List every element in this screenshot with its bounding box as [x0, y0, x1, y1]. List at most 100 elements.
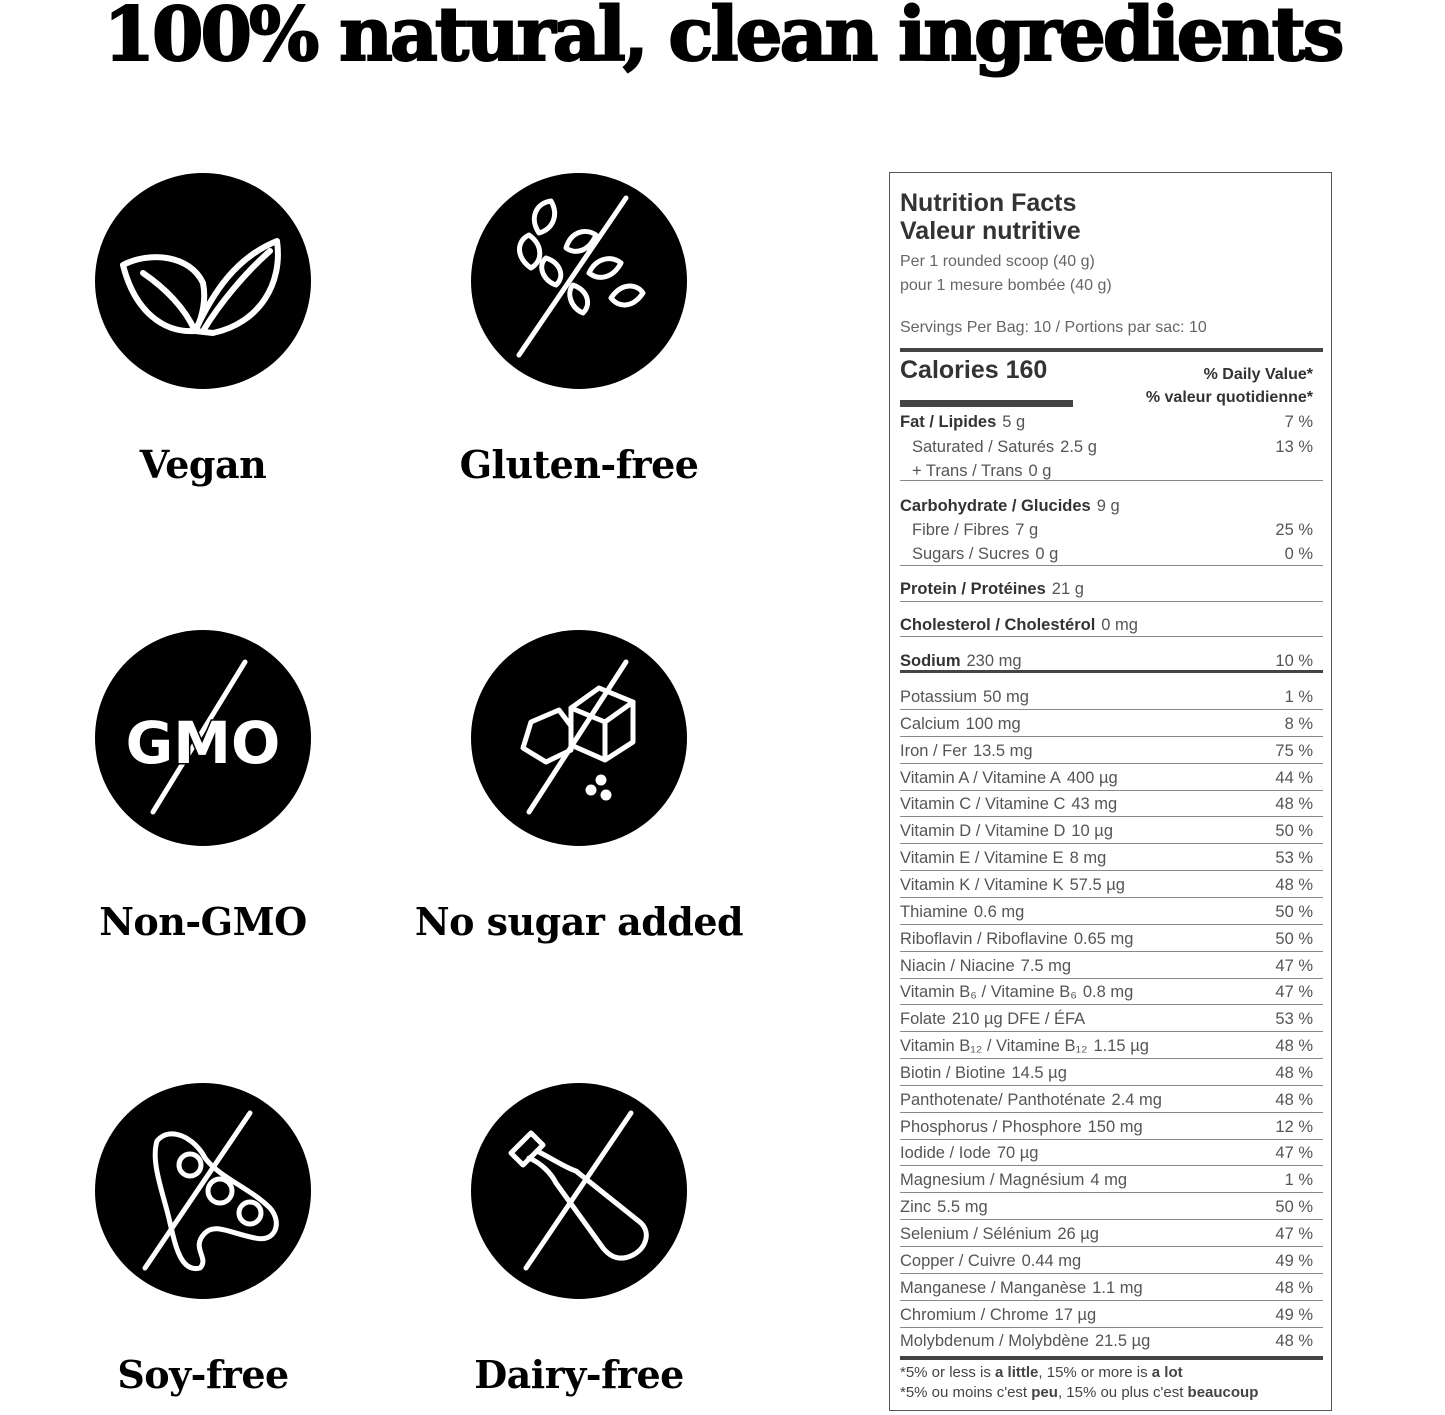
daily-value-percent: 50 % [1275, 929, 1313, 948]
footnote-part: , 15% or more is [1038, 1364, 1152, 1381]
divider [900, 1192, 1323, 1194]
nutrient-amount: 1.15 µg [1093, 1037, 1149, 1056]
nutrient-amount: 0.44 mg [1021, 1251, 1082, 1270]
nutrient-amount: 10 µg [1071, 822, 1113, 841]
daily-value-percent: 47 % [1275, 983, 1313, 1002]
nutrient-amount: 0 g [1028, 462, 1052, 480]
nutrient-amount: 5.5 mg [937, 1198, 988, 1217]
nutrient-name: Vitamin C / Vitamine C [900, 795, 1066, 814]
nutrient-amount: 1.1 mg [1092, 1278, 1143, 1297]
micro-row: Vitamin K / Vitamine K 57.5 µg 48 % [900, 875, 1313, 895]
daily-value-percent: 50 % [1275, 902, 1313, 921]
divider [900, 762, 1323, 764]
micro-row: Vitamin B₆ / Vitamine B₆ 0.8 mg 47 % [900, 982, 1313, 1002]
micro-row: Niacin / Niacine 7.5 mg 47 % [900, 956, 1313, 976]
nutrient-name: Vitamin D / Vitamine D [900, 822, 1066, 841]
divider [900, 1246, 1323, 1247]
micro-row: Molybdenum / Molybdène 21.5 µg 48 % [900, 1331, 1313, 1351]
nutrient-amount: 4 mg [1090, 1171, 1128, 1190]
nutrient-name: Folate [900, 1010, 946, 1029]
nutrient-name: Phosphorus / Phosphore [900, 1117, 1082, 1136]
footnote-part: a little [995, 1364, 1039, 1381]
nutrient-name: Sugars / Sucres [912, 545, 1030, 563]
daily-value-header-en: % Daily Value* [1203, 366, 1313, 383]
servings-per-bag: Servings Per Bag: 10 / Portions par sac:… [900, 319, 1207, 336]
macro-row: Fibre / Fibres 7 g 25 % [900, 520, 1313, 540]
nutrient-amount: 8 mg [1069, 849, 1107, 868]
nutrient-name: Molybdenum / Molybdène [900, 1332, 1089, 1351]
gmo-crossed-icon: GMO [95, 630, 311, 846]
nutrient-amount: 0.6 mg [973, 902, 1025, 921]
divider [900, 565, 1323, 566]
micro-row: Iodide / Iode 70 µg 47 % [900, 1143, 1313, 1163]
daily-value-percent: 25 % [1275, 521, 1313, 539]
nutrient-name: Manganese / Manganèse [900, 1278, 1087, 1297]
calories-bar [900, 400, 1073, 407]
divider [900, 709, 1323, 710]
macro-row: Sugars / Sucres 0 g 0 % [900, 544, 1313, 564]
daily-value-percent: 1 % [1284, 1171, 1313, 1190]
footnote-part: *5% ou moins c'est [900, 1384, 1032, 1401]
badge-label-non-gmo: Non-GMO [99, 899, 307, 944]
nutrient-amount: 0.65 mg [1073, 929, 1134, 948]
macro-row: Saturated / Saturés 2.5 g 13 % [900, 437, 1313, 457]
daily-value-percent: 13 % [1275, 438, 1313, 456]
macro-row: Protein / Protéines 21 g [900, 579, 1313, 599]
divider [900, 816, 1323, 818]
nutrient-name: Chromium / Chrome [900, 1305, 1049, 1324]
micro-row: Vitamin D / Vitamine D 10 µg 50 % [900, 821, 1313, 841]
nutrient-name: Thiamine [900, 902, 968, 921]
micro-row: Phosphorus / Phosphore 150 mg 12 % [900, 1117, 1313, 1137]
nutrient-name: Saturated / Saturés [912, 438, 1055, 456]
serving-size-en: Per 1 rounded scoop (40 g) [900, 253, 1095, 270]
divider [900, 480, 1323, 481]
macro-row: Sodium 230 mg 10 % [900, 651, 1313, 671]
nutrient-amount: 57.5 µg [1069, 875, 1125, 894]
soybean-crossed-icon [95, 1083, 311, 1299]
nutrient-amount: 0.8 mg [1082, 983, 1134, 1002]
divider [900, 923, 1323, 925]
badge-label-dairy-free: Dairy-free [474, 1352, 684, 1397]
gmo-icon-text: GMO [126, 709, 281, 777]
nutrient-amount: 14.5 µg [1011, 1063, 1067, 1082]
nutrient-amount: 210 µg DFE / ÉFA [951, 1010, 1086, 1029]
nutrient-amount: 50 mg [983, 688, 1029, 706]
nutrient-name: Panthotenate/ Panthoténate [900, 1090, 1106, 1109]
daily-value-percent: 12 % [1275, 1117, 1313, 1136]
badge-label-vegan: Vegan [139, 442, 267, 487]
daily-value-percent: 44 % [1275, 768, 1313, 787]
daily-value-percent: 49 % [1275, 1251, 1313, 1270]
micro-row: Zinc 5.5 mg 50 % [900, 1197, 1313, 1217]
badge-label-gluten-free: Gluten-free [459, 442, 699, 487]
micro-row: Vitamin C / Vitamine C 43 mg 48 % [900, 794, 1313, 814]
daily-value-percent: 8 % [1284, 714, 1313, 733]
daily-value-header-fr: % valeur quotidienne* [1145, 389, 1313, 406]
divider [900, 1299, 1323, 1301]
nutrient-name: Iron / Fer [900, 741, 967, 760]
footnote-part: a lot [1151, 1364, 1183, 1381]
nutrient-amount: 0 mg [1101, 616, 1138, 634]
nutrition-facts-panel: Nutrition Facts Valeur nutritive Per 1 r… [889, 172, 1332, 1411]
daily-value-percent: 48 % [1275, 1090, 1313, 1109]
nutrient-amount: 43 mg [1071, 795, 1118, 814]
divider [900, 1165, 1323, 1167]
divider [900, 1138, 1323, 1140]
leaf-icon [95, 173, 311, 389]
nutrient-name: + Trans / Trans [912, 462, 1023, 480]
daily-value-percent: 1 % [1284, 688, 1313, 706]
micro-row: Thiamine 0.6 mg 50 % [900, 902, 1313, 922]
nutrient-amount: 5 g [1002, 413, 1026, 431]
micro-row: Copper / Cuivre 0.44 mg 49 % [900, 1251, 1313, 1271]
micro-row: Riboflavin / Riboflavine 0.65 mg 50 % [900, 929, 1313, 949]
divider [900, 1326, 1323, 1328]
daily-value-percent: 50 % [1275, 1198, 1313, 1217]
nutrient-amount: 13.5 mg [972, 741, 1033, 760]
daily-value-percent: 48 % [1275, 1332, 1313, 1351]
footnote-part: beaucoup [1187, 1384, 1259, 1401]
footnote-en: *5% or less is a little, 15% or more is … [900, 1363, 1183, 1383]
wheat-crossed-icon [471, 173, 687, 389]
micro-row: Calcium 100 mg 8 % [900, 714, 1313, 734]
daily-value-percent: 47 % [1275, 1225, 1313, 1243]
nutrient-name: Carbohydrate / Glucides [900, 497, 1091, 515]
nutrient-name: Iodide / Iode [900, 1144, 991, 1163]
